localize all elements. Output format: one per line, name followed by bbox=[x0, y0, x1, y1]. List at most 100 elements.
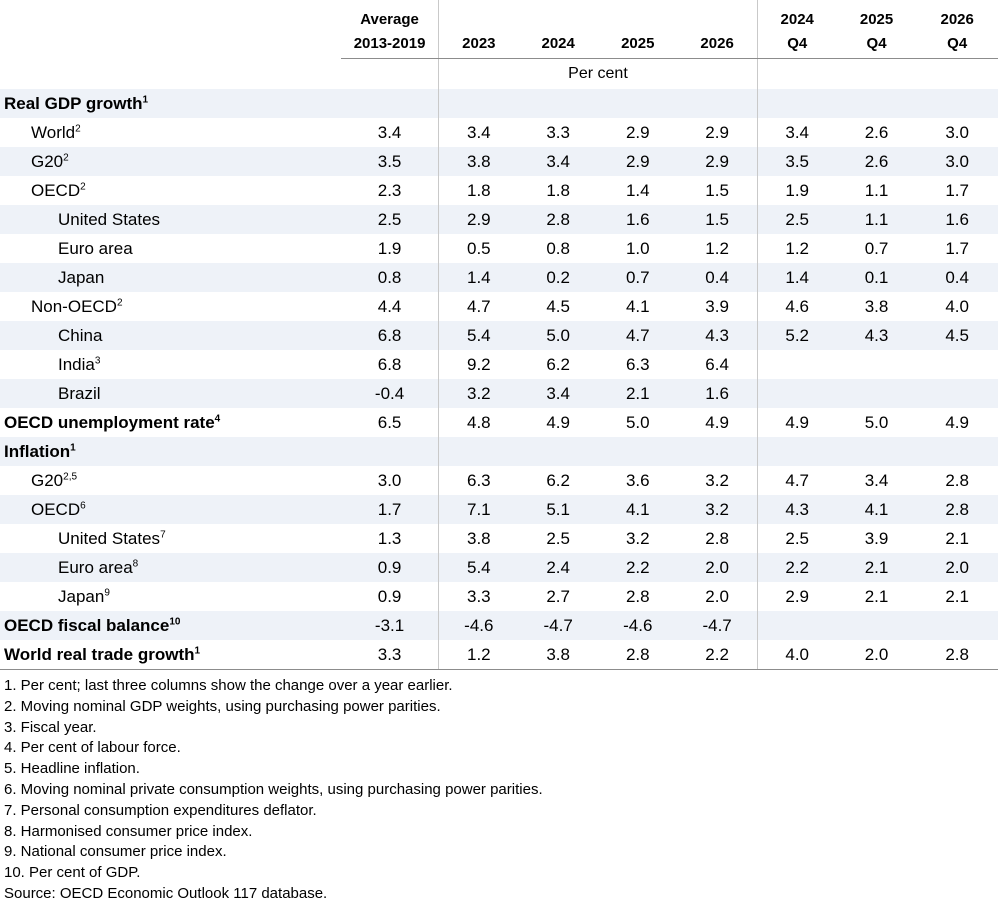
row-label-text: India bbox=[58, 354, 95, 374]
row-label-text: United States bbox=[58, 528, 161, 548]
value-cell: 4.7 bbox=[597, 321, 678, 350]
value-cell: 1.7 bbox=[340, 495, 439, 524]
value-cell: 1.8 bbox=[438, 176, 519, 205]
footnote-marker: 3 bbox=[94, 354, 101, 366]
row-label-text: Real GDP growth bbox=[4, 93, 143, 113]
row-label-text: China bbox=[58, 325, 103, 345]
header-label-column bbox=[0, 0, 341, 59]
table-row: World2 3.4 3.4 3.3 2.9 2.9 3.4 2.6 3.0 bbox=[0, 118, 998, 147]
row-label-text: G20 bbox=[31, 470, 64, 490]
footnote-marker: 2,5 bbox=[63, 470, 78, 482]
footnote-marker: 9 bbox=[104, 586, 110, 598]
value-cell: 2.8 bbox=[625, 586, 650, 606]
value-cell: 2.9 bbox=[438, 205, 519, 234]
value-cell: 2.8 bbox=[916, 495, 998, 524]
table-row: Euro area8 0.9 5.4 2.4 2.2 2.0 2.2 2.1 2.0 bbox=[0, 553, 998, 582]
value-cell: 5.2 bbox=[756, 321, 837, 350]
value-cell: 3.0 bbox=[945, 122, 969, 142]
value-cell: 5.0 bbox=[518, 321, 598, 350]
footnote: 6. Moving nominal private consumption we… bbox=[4, 780, 543, 798]
table-body: Per cent Real GDP growth1 World2 3.4 3.4 3.3… bbox=[0, 58, 998, 670]
value-cell: 3.8 bbox=[518, 640, 598, 670]
value-cell: 3.3 bbox=[340, 640, 439, 670]
value-cell: 1.5 bbox=[705, 180, 729, 200]
footnote: 1. Per cent; last three columns show the… bbox=[4, 677, 453, 694]
footnote: 7. Personal consumption expenditures def… bbox=[4, 801, 317, 819]
value-cell: 3.5 bbox=[756, 147, 837, 176]
value-cell: 2.8 bbox=[945, 470, 969, 490]
row-label: OECD fiscal balance10 bbox=[0, 611, 341, 640]
value-cell: 4.5 bbox=[916, 321, 998, 350]
header-quarter-label: Q4 bbox=[787, 35, 808, 52]
value-cell: 9.2 bbox=[438, 350, 519, 379]
value-cell: 1.1 bbox=[836, 205, 917, 234]
table-row: World real trade growth1 3.3 1.2 3.8 2.8 2.2 4… bbox=[0, 640, 998, 670]
value-cell: 4.7 bbox=[756, 466, 837, 495]
value-cell bbox=[836, 89, 917, 118]
value-cell: -0.4 bbox=[340, 379, 439, 408]
value-cell bbox=[518, 437, 598, 466]
row-label: World real trade growth1 bbox=[0, 640, 341, 670]
value-cell: 2.8 bbox=[705, 528, 729, 548]
row-label-text: Euro area bbox=[58, 238, 133, 258]
footnote-marker: 10 bbox=[169, 615, 181, 627]
value-cell: -3.1 bbox=[340, 611, 439, 640]
value-cell: 1.2 bbox=[705, 238, 729, 258]
header-year-2023: 2023 bbox=[438, 0, 519, 59]
value-cell: 2.1 bbox=[945, 586, 969, 606]
value-cell: 2.9 bbox=[677, 147, 758, 176]
row-label-text: OECD bbox=[31, 499, 81, 519]
value-cell: 2.2 bbox=[677, 640, 758, 670]
value-cell: 2.6 bbox=[836, 147, 917, 176]
value-cell: 3.4 bbox=[377, 122, 402, 142]
economic-projections-table-container: Average 2013-2019 2023 2024 2025 2026 20… bbox=[0, 0, 998, 670]
value-cell bbox=[916, 350, 998, 379]
value-cell: 4.8 bbox=[438, 408, 519, 437]
value-cell: 1.2 bbox=[756, 234, 837, 263]
value-cell: -4.7 bbox=[677, 611, 758, 640]
table-row: United States7 1.3 3.8 2.5 3.2 2.8 2.5 3.9 2.1 bbox=[0, 524, 998, 553]
footnote: 10. Per cent of GDP. bbox=[4, 864, 141, 882]
value-cell: 2.8 bbox=[597, 640, 678, 670]
row-label: Japan9 bbox=[0, 582, 341, 611]
value-cell bbox=[836, 379, 917, 408]
value-cell: 2.5 bbox=[756, 205, 837, 234]
value-cell: 6.2 bbox=[546, 354, 570, 374]
value-cell: 7.1 bbox=[438, 495, 519, 524]
value-cell: 4.0 bbox=[756, 640, 837, 670]
value-cell bbox=[677, 89, 758, 118]
value-cell: 2.4 bbox=[518, 553, 598, 582]
value-cell: 1.9 bbox=[756, 176, 837, 205]
value-cell: 4.9 bbox=[705, 412, 729, 432]
row-label: China bbox=[0, 321, 341, 350]
table-row: India3 6.8 9.2 6.2 6.3 6.4 bbox=[0, 350, 998, 379]
value-cell: 2.0 bbox=[836, 640, 917, 670]
table-row: Non-OECD2 4.4 4.7 4.5 4.1 3.9 4.6 3.8 4.0 bbox=[0, 292, 998, 321]
row-label: World2 bbox=[0, 118, 341, 147]
value-cell bbox=[756, 379, 837, 408]
table-row: OECD2 2.3 1.8 1.8 1.4 1.5 1.9 1.1 1.7 bbox=[0, 176, 998, 205]
value-cell: 2.6 bbox=[864, 122, 889, 142]
row-label-text: World bbox=[31, 122, 76, 142]
row-label-text: Non-OECD bbox=[31, 296, 117, 316]
value-cell: 5.0 bbox=[625, 412, 650, 432]
value-cell: 3.4 bbox=[438, 118, 519, 147]
value-cell: 3.0 bbox=[377, 470, 402, 490]
row-label-text: Euro area bbox=[58, 557, 133, 577]
value-cell: 0.8 bbox=[340, 263, 439, 292]
value-cell: 0.4 bbox=[677, 263, 758, 292]
header-average-line1: Average bbox=[360, 11, 419, 28]
value-cell bbox=[340, 89, 439, 118]
value-cell: 1.9 bbox=[377, 238, 402, 258]
value-cell: 3.2 bbox=[705, 470, 729, 490]
header-quarter-year: 2025 bbox=[859, 11, 894, 28]
source-note: Source: OECD Economic Outlook 117 databa… bbox=[4, 884, 328, 902]
row-label-text: World real trade growth bbox=[4, 644, 195, 664]
value-cell: 1.5 bbox=[677, 205, 758, 234]
value-cell: 2.9 bbox=[756, 582, 837, 611]
value-cell: -4.7 bbox=[518, 611, 598, 640]
value-cell: 3.4 bbox=[518, 147, 598, 176]
table-row: Japan9 0.9 3.3 2.7 2.8 2.0 2.9 2.1 2.1 bbox=[0, 582, 998, 611]
value-cell: 0.1 bbox=[836, 263, 917, 292]
value-cell: 1.6 bbox=[597, 205, 678, 234]
